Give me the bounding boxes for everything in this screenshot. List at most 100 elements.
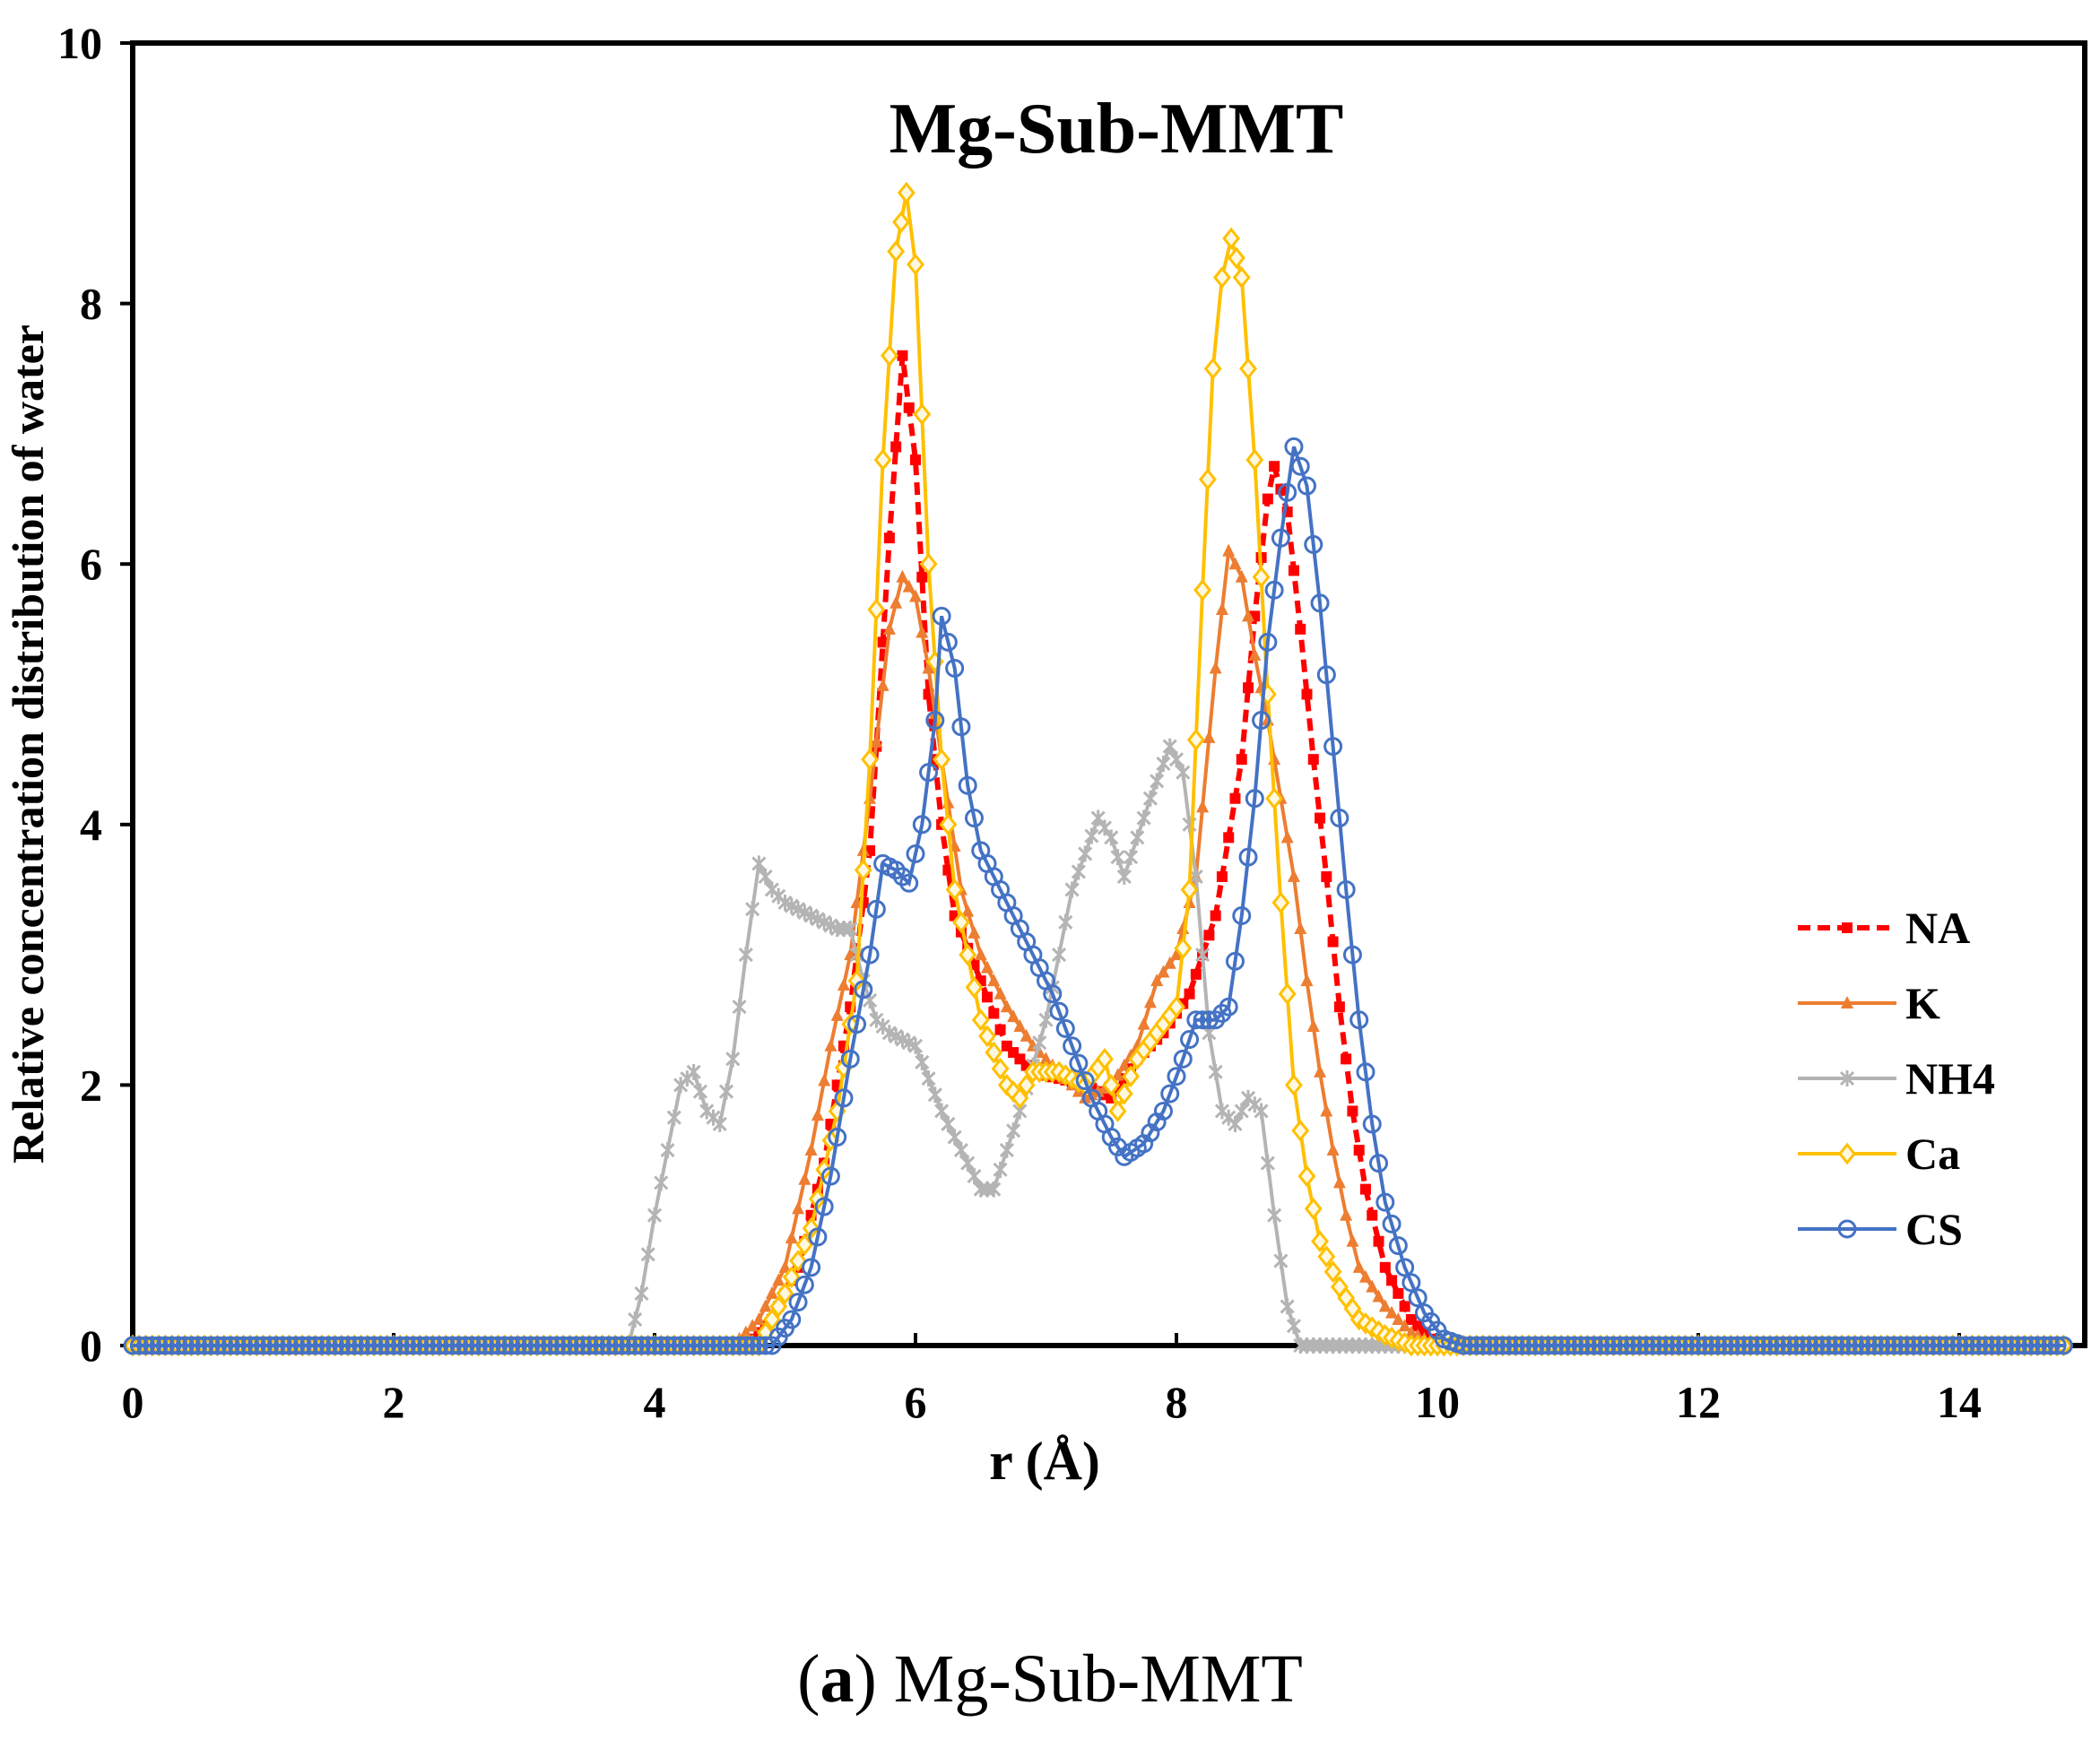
data-point	[201, 1336, 221, 1355]
data-point	[1300, 974, 1314, 987]
series-line-ca	[133, 192, 2064, 1347]
data-point	[1386, 1275, 1398, 1286]
y-tick-label: 6	[80, 539, 102, 589]
legend-label: NH4	[1905, 1053, 1995, 1104]
data-point	[971, 1008, 990, 1032]
data-point	[808, 1227, 828, 1247]
data-point	[1352, 1259, 1366, 1273]
data-point	[1392, 1311, 1405, 1325]
data-point	[882, 621, 896, 635]
data-point	[593, 1336, 612, 1355]
data-point	[1167, 995, 1185, 1018]
data-point	[1223, 832, 1235, 844]
data-point	[1153, 1101, 1173, 1121]
data-point	[534, 1336, 553, 1355]
data-point	[1760, 1336, 1780, 1355]
data-point	[830, 1008, 844, 1021]
data-point	[1232, 906, 1252, 926]
data-point	[841, 1013, 860, 1035]
data-point	[897, 350, 908, 361]
data-point	[1832, 1336, 1852, 1355]
data-point	[732, 999, 747, 1016]
data-point	[1284, 437, 1304, 456]
data-point	[953, 1142, 968, 1159]
data-point	[1404, 1325, 1418, 1338]
data-point	[1210, 910, 1221, 922]
data-point	[1215, 602, 1228, 616]
data-point	[456, 1336, 475, 1355]
data-point	[240, 1336, 260, 1355]
legend-item-ca: Ca	[1798, 1129, 1960, 1179]
data-point	[1212, 1003, 1232, 1023]
data-point	[1688, 1336, 1708, 1355]
data-point	[1408, 1288, 1427, 1308]
data-point	[738, 947, 753, 964]
data-point	[794, 1275, 814, 1294]
data-point	[876, 678, 889, 691]
data-point	[2053, 1336, 2073, 1355]
data-point	[1078, 845, 1093, 862]
legend-item-k: K	[1798, 978, 1940, 1028]
data-point	[1702, 1336, 1722, 1355]
data-point	[892, 867, 912, 887]
data-point	[1643, 1336, 1662, 1355]
data-point	[1288, 565, 1299, 576]
data-point	[712, 1115, 727, 1132]
data-point	[1513, 1336, 1532, 1355]
data-point	[1963, 1336, 1983, 1355]
data-point	[1786, 1336, 1806, 1355]
data-point	[1011, 1086, 1029, 1110]
data-point	[981, 960, 994, 974]
data-point	[273, 1336, 292, 1355]
data-point	[1366, 1279, 1379, 1293]
data-point	[1110, 849, 1125, 866]
y-tick-label: 4	[80, 800, 102, 850]
legend-marker	[1841, 996, 1853, 1008]
data-point	[1378, 1299, 1392, 1312]
data-point	[974, 948, 987, 961]
data-point	[1584, 1336, 1604, 1355]
data-point	[1039, 1052, 1053, 1065]
data-point	[778, 1259, 792, 1273]
data-point	[1228, 557, 1242, 570]
data-point	[987, 974, 1001, 987]
data-point	[1180, 878, 1199, 901]
data-point	[919, 763, 939, 783]
data-point	[1792, 1336, 1812, 1355]
data-point	[1000, 1000, 1013, 1013]
data-point	[870, 734, 883, 748]
y-tick-label: 0	[80, 1320, 102, 1371]
data-point	[384, 1336, 404, 1355]
data-point	[1473, 1336, 1493, 1355]
data-point	[1055, 1018, 1075, 1038]
data-point	[404, 1336, 423, 1355]
data-point	[1401, 1273, 1421, 1293]
data-point	[1267, 1207, 1282, 1224]
data-point	[1038, 1011, 1054, 1028]
data-point	[1297, 1164, 1316, 1188]
data-point	[306, 1336, 325, 1355]
data-point	[1806, 1336, 1826, 1355]
data-point	[462, 1336, 482, 1355]
data-point	[1545, 1336, 1565, 1355]
data-point	[1136, 809, 1151, 827]
data-point	[1519, 1336, 1539, 1355]
caption-text: Mg-Sub-MMT	[893, 1641, 1303, 1717]
data-point	[861, 748, 879, 771]
data-point	[1254, 1103, 1269, 1120]
data-point	[123, 1336, 143, 1355]
data-point	[967, 1168, 982, 1185]
data-point	[442, 1336, 462, 1355]
data-point	[423, 1336, 443, 1355]
data-point	[149, 1336, 169, 1355]
data-point	[758, 868, 773, 885]
data-point	[1032, 1034, 1047, 1052]
data-point	[909, 589, 922, 602]
data-point	[214, 1336, 234, 1355]
y-tick-label: 10	[57, 18, 102, 68]
x-tick-label: 8	[1166, 1377, 1188, 1427]
data-point	[1346, 1233, 1359, 1247]
data-point	[1766, 1336, 1786, 1355]
data-point	[1372, 1289, 1385, 1303]
data-point	[208, 1336, 228, 1355]
